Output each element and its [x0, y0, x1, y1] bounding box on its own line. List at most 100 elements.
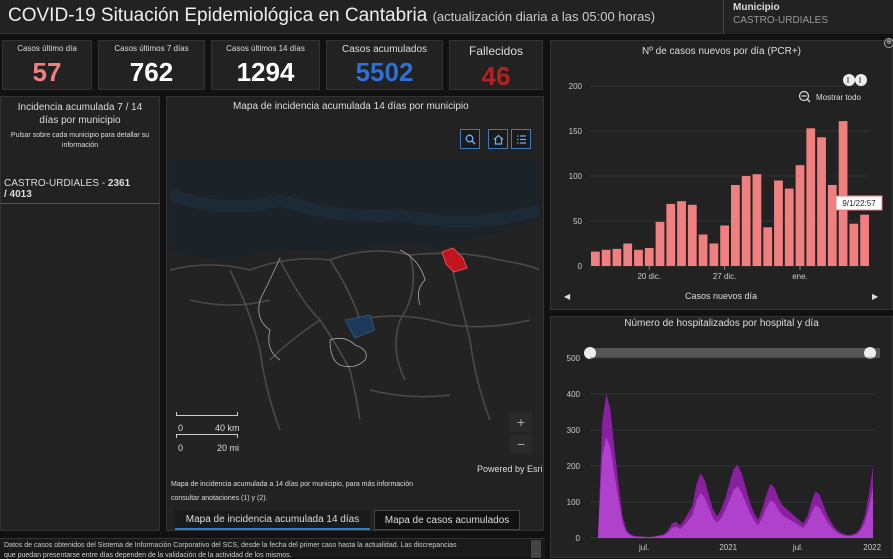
x-tick-label: jul.: [792, 543, 803, 552]
bar: [601, 249, 611, 266]
bar: [849, 223, 859, 266]
bar: [752, 174, 762, 266]
page-title: COVID-19 Situación Epidemiológica en Can…: [8, 5, 655, 27]
zoom-out-button[interactable]: −: [510, 434, 532, 454]
kpi-value: 46: [481, 61, 511, 91]
map-note-1: Mapa de incidencia acumulada a 14 días p…: [171, 481, 414, 488]
bar: [687, 204, 697, 266]
bar: [634, 249, 643, 266]
cases-bars: [591, 121, 869, 266]
cases-axis: 0 50 100 150 200 20 dic. 27 dic. ene.: [569, 82, 808, 281]
kpi-label: Fallecidos: [468, 44, 524, 58]
y-tick-label: 300: [567, 426, 581, 435]
bar: [644, 248, 654, 266]
home-button[interactable]: [488, 129, 508, 149]
bar: [591, 251, 600, 266]
search-icon: [465, 134, 476, 145]
scale-zero-mi: 0: [178, 443, 184, 453]
scale-bar-km: [176, 412, 238, 416]
y-tick-label: 50: [573, 217, 582, 226]
kpi-value: 762: [129, 57, 174, 87]
x-tick-label: 2022: [863, 543, 881, 552]
cases-footer-label: Casos nuevos día: [685, 291, 757, 301]
incidence-side-panel: [0, 96, 160, 531]
bar: [774, 180, 783, 266]
reset-zoom-label: Mostrar todo: [816, 93, 861, 102]
road-network: [170, 250, 540, 431]
x-tick-label: 2021: [719, 543, 737, 552]
bar: [623, 243, 633, 266]
bar: [838, 121, 848, 266]
kpi-value: 57: [32, 57, 62, 87]
bar: [731, 185, 740, 266]
search-button[interactable]: [460, 129, 480, 149]
bar: [784, 188, 794, 266]
municipality-borders: [258, 249, 426, 368]
y-tick-label: 150: [569, 127, 583, 136]
bar: [806, 128, 816, 266]
range-slider[interactable]: [590, 348, 880, 358]
hosp-axis: 0 100 200 300 400 500 jul. 2021 jul. 2022: [567, 354, 882, 552]
kpi-label: Casos últimos 14 días: [226, 44, 305, 53]
bar: [763, 227, 773, 266]
kpi-card-last-day: Casos último día 57: [2, 40, 92, 90]
muni-value-14: / 4013: [4, 189, 32, 200]
home-icon: [493, 134, 503, 145]
bar: [741, 176, 751, 266]
y-tick-label: 400: [567, 390, 581, 399]
footer-scrollbar[interactable]: [531, 540, 541, 558]
bar: [709, 243, 719, 266]
kpi-card-accumulated: Casos acumulados 5502: [326, 40, 443, 90]
municipio-incidence[interactable]: CASTRO-URDIALES - 2361 / 4013: [4, 178, 156, 200]
title-subtitle: (actualización diaria a las 05:00 horas): [432, 9, 656, 24]
kpi-label: Casos acumulados: [341, 44, 428, 55]
x-tick-label: ene.: [792, 272, 808, 281]
hosp-area: [598, 394, 873, 538]
esri-attribution[interactable]: Powered by Esri: [477, 464, 543, 474]
muni-value-7: 2361: [107, 178, 131, 189]
hosp-series-area-inner: [598, 437, 873, 538]
kpi-label: Casos último día: [17, 44, 77, 53]
footer-panel: [0, 538, 545, 558]
y-tick-label: 200: [569, 82, 583, 91]
zoom-in-button[interactable]: +: [510, 412, 532, 432]
expand-icon[interactable]: ⊕: [884, 38, 893, 48]
y-tick-label: 0: [576, 534, 581, 543]
legend-button[interactable]: [511, 129, 531, 149]
map-canvas[interactable]: [170, 160, 540, 460]
kpi-value: 5502: [355, 57, 414, 87]
bar: [827, 185, 837, 266]
bar: [655, 221, 665, 266]
list-icon: [516, 134, 526, 144]
tab-incidence-map[interactable]: Mapa de incidencia acumulada 14 días: [175, 510, 370, 530]
cases-chart[interactable]: 0 50 100 150 200 20 dic. 27 dic. ene. Mostrar t…: [550, 70, 893, 310]
kpi-value: 1294: [236, 57, 295, 87]
tab-accumulated-map[interactable]: Mapa de casos acumulados: [374, 510, 520, 530]
castro-urdiales-highlight: [441, 247, 468, 273]
footer-text-2: que puedan presentarse entre días depend…: [4, 552, 292, 559]
x-tick-label: 27 dic.: [713, 272, 737, 281]
muni-name: CASTRO-URDIALES -: [4, 178, 108, 189]
y-tick-label: 0: [578, 262, 583, 271]
map-note-2: consultar anotaciones (1) y (2).: [171, 495, 268, 502]
map-title: Mapa de incidencia acumulada 14 días por…: [233, 101, 469, 112]
y-tick-label: 100: [569, 172, 583, 181]
kpi-card-deaths: Fallecidos 46: [449, 40, 543, 91]
municipio-selector[interactable]: [723, 0, 893, 34]
kpi-card-14-days: Casos últimos 14 días 1294: [211, 40, 320, 90]
municipio-label: Municipio: [733, 2, 780, 13]
scale-km-label: 40 km: [215, 423, 240, 433]
hosp-chart-title: Número de hospitalizados por hospital y …: [624, 318, 819, 329]
scale-bar-mi: [176, 434, 238, 438]
bar: [612, 248, 622, 266]
zoom-reset-icon: [798, 90, 810, 102]
bar: [677, 201, 686, 266]
municipio-value[interactable]: CASTRO-URDIALES: [733, 15, 829, 26]
scroll-left-icon: ◀: [564, 292, 571, 301]
hosp-chart[interactable]: 0 100 200 300 400 500 jul. 2021 jul. 2022: [550, 340, 893, 558]
scroll-right-icon: ▶: [872, 292, 879, 301]
kpi-card-7-days: Casos últimos 7 días 762: [98, 40, 205, 90]
cases-chart-title: Nº de casos nuevos por día (PCR+): [641, 46, 801, 57]
bar: [698, 234, 708, 266]
tooltip-box: [835, 195, 883, 211]
